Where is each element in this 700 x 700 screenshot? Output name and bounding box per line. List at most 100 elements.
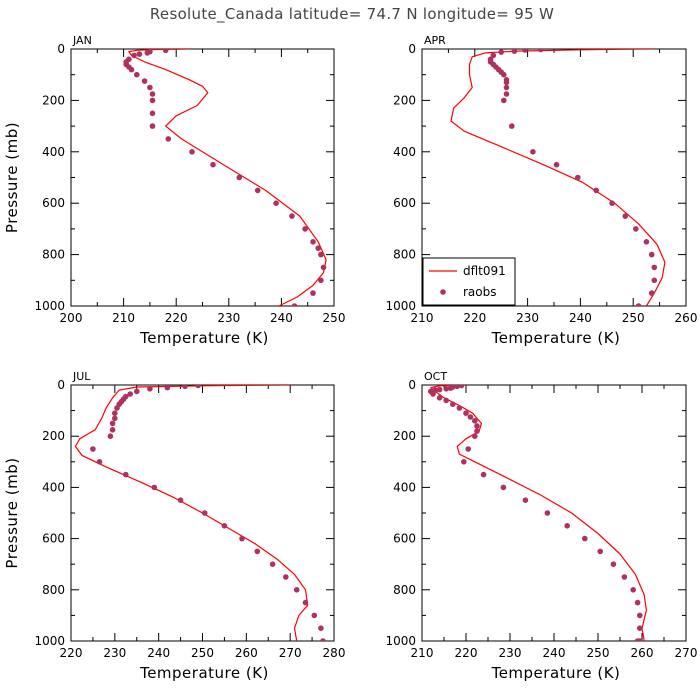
figure-title: Resolute_Canada latitude= 74.7 N longitu… [150, 5, 554, 24]
data-point-raobs [127, 391, 133, 397]
data-point-raobs [128, 66, 135, 73]
data-point-raobs [318, 625, 324, 631]
data-point-raobs [450, 401, 456, 408]
data-point-raobs [430, 391, 436, 397]
data-point-raobs [503, 91, 510, 97]
data-point-raobs [109, 420, 116, 427]
data-point-raobs [458, 385, 465, 389]
data-point-raobs [447, 385, 454, 391]
data-point-raobs [454, 385, 460, 390]
data-point-raobs [593, 187, 599, 194]
data-point-raobs [490, 52, 497, 59]
data-point-raobs [509, 123, 515, 129]
panel-label: APR [424, 34, 446, 47]
y-tick-label: 1000 [385, 299, 416, 313]
x-tick-label: 260 [631, 646, 654, 660]
data-point-raobs [136, 51, 143, 57]
y-tick-label: 600 [42, 532, 65, 546]
x-tick-label: 230 [103, 646, 126, 660]
data-point-raobs [472, 418, 478, 424]
data-point-raobs [221, 523, 228, 529]
data-point-raobs [553, 161, 560, 168]
data-point-raobs [651, 264, 658, 271]
x-tick-label: 220 [165, 311, 188, 325]
y-tick-label: 0 [57, 42, 65, 56]
panel-label: JUL [72, 370, 91, 383]
data-point-raobs [318, 277, 324, 284]
data-point-raobs [472, 433, 478, 440]
data-point-raobs [436, 395, 443, 401]
data-point-raobs [147, 386, 153, 392]
y-tick-label: 200 [393, 429, 416, 443]
data-point-raobs [210, 161, 216, 168]
data-point-raobs [311, 612, 318, 619]
data-point-raobs [302, 226, 308, 232]
data-point-raobs [530, 149, 536, 155]
legend-label-obs: raobs [463, 285, 497, 299]
x-tick-label: 240 [270, 311, 293, 325]
x-tick-label: 200 [60, 311, 83, 325]
x-axis-label: Temperature (K) [491, 664, 621, 682]
data-point-raobs [480, 471, 487, 478]
data-point-raobs [164, 385, 171, 391]
data-point-raobs [634, 638, 641, 641]
y-tick-label: 1000 [34, 634, 65, 648]
plot-frame [70, 48, 335, 307]
data-point-raobs [635, 303, 642, 306]
data-point-raobs [293, 587, 300, 593]
data-point-raobs [443, 386, 450, 392]
x-tick-label: 240 [543, 646, 566, 660]
x-tick-label: 230 [516, 311, 539, 325]
y-tick-label: 1000 [385, 634, 416, 648]
data-point-raobs [443, 397, 450, 404]
legend: dflt091 raobs [422, 257, 516, 306]
data-point-raobs [131, 52, 137, 59]
data-point-raobs [622, 213, 629, 219]
data-point-raobs [90, 446, 96, 452]
y-tick-label: 600 [42, 196, 65, 210]
data-point-raobs [465, 446, 472, 452]
data-point-raobs [201, 510, 208, 516]
y-axis-label: Pressure (mb) [3, 457, 21, 568]
data-point-raobs [123, 471, 129, 478]
y-tick-label: 800 [393, 583, 416, 597]
data-point-raobs [134, 388, 140, 395]
x-tick-label: 210 [411, 311, 434, 325]
data-point-raobs [538, 49, 544, 53]
data-point-raobs [575, 174, 581, 181]
y-tick-label: 800 [393, 248, 416, 262]
y-tick-label: 600 [393, 532, 416, 546]
data-point-raobs [114, 405, 120, 411]
data-point-raobs [461, 459, 467, 465]
x-tick-label: 240 [147, 646, 170, 660]
data-point-raobs [144, 50, 151, 56]
data-point-raobs [149, 91, 156, 97]
x-tick-label: 220 [60, 646, 83, 660]
data-point-raobs [141, 78, 148, 84]
data-point-raobs [648, 290, 655, 296]
panel-jul: 220 230 240 250 260 270 280 0 200 400 600 800 1000 Te… [3, 370, 345, 682]
data-point-raobs [634, 599, 641, 606]
data-point-raobs [500, 484, 507, 491]
x-tick-label: 280 [323, 646, 346, 660]
panel-label: OCT [424, 370, 447, 383]
data-point-raobs [107, 433, 114, 440]
x-tick-label: 220 [455, 646, 478, 660]
x-tick-label: 240 [569, 311, 592, 325]
y-tick-label: 400 [393, 145, 416, 159]
data-point-raobs [582, 535, 588, 542]
data-point-raobs [318, 251, 324, 258]
data-point-raobs [96, 459, 103, 465]
plot-area [428, 385, 648, 641]
data-point-raobs [643, 239, 650, 245]
data-point-raobs [112, 410, 118, 417]
x-tick-label: 210 [112, 311, 135, 325]
legend-box [422, 257, 516, 306]
y-tick-label: 200 [42, 429, 65, 443]
data-point-raobs [651, 277, 658, 284]
data-point-raobs [302, 599, 309, 606]
x-tick-label: 260 [235, 646, 258, 660]
x-tick-label: 270 [675, 646, 698, 660]
data-point-raobs [112, 415, 118, 422]
x-axis-label: Temperature (K) [139, 329, 269, 347]
